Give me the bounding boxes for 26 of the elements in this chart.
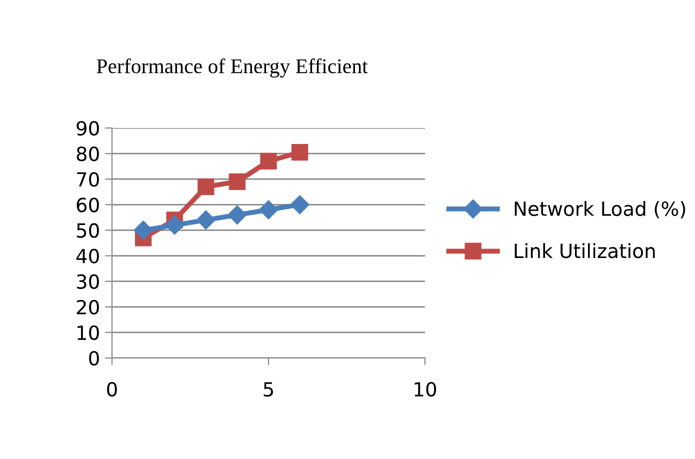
legend-label: Network Load (%) <box>514 201 686 218</box>
x-tick-label: 10 <box>414 382 436 397</box>
point <box>198 178 214 196</box>
y-tick-label: 40 <box>76 248 99 264</box>
y-tick-label: 50 <box>76 223 99 238</box>
y-tick-label: 70 <box>77 172 99 187</box>
y-tick-label: 80 <box>76 146 99 162</box>
chart-title: Performance of Energy Efficient <box>96 58 368 78</box>
y-tick-label: 10 <box>78 325 99 340</box>
point <box>260 152 277 170</box>
point <box>228 205 247 224</box>
point <box>165 216 184 235</box>
x-tick-label: 5 <box>264 382 273 397</box>
y-tick-label: 20 <box>76 300 99 315</box>
y-tick-label: 90 <box>76 120 99 136</box>
point <box>134 220 153 240</box>
y-tick-label: 0 <box>89 350 99 366</box>
x-tick-label: 0 <box>107 382 117 397</box>
point <box>291 144 308 161</box>
point <box>258 200 278 220</box>
legend-label: Link Utilization <box>514 243 655 258</box>
point <box>228 173 246 190</box>
y-tick-label: 30 <box>76 274 99 289</box>
point <box>196 210 216 230</box>
point <box>290 195 310 214</box>
y-tick-label: 60 <box>76 198 99 212</box>
